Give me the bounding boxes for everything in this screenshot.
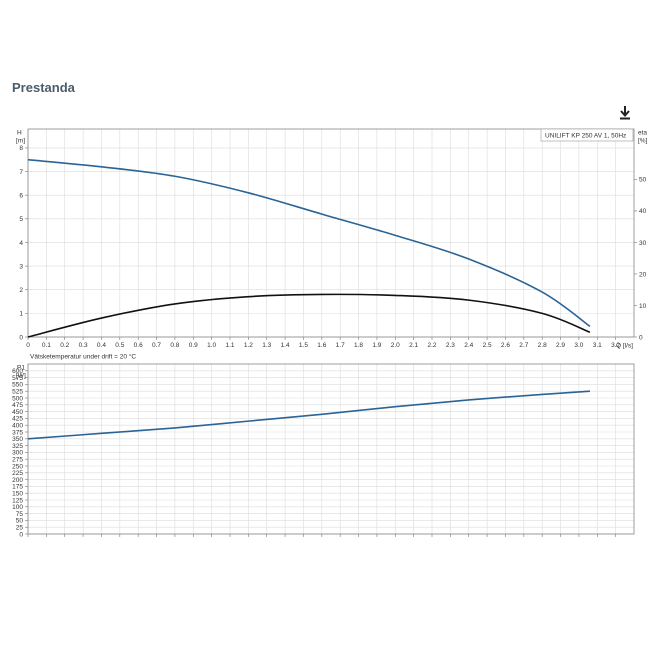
x-tick-label: 2.0: [391, 342, 400, 349]
x-tick-label: 1.5: [299, 342, 308, 349]
power-tick-label: 375: [12, 429, 23, 436]
x-tick-label: 2.9: [556, 342, 565, 349]
y-tick-label: 3: [19, 263, 23, 270]
bottom-chart-axes: 0255075100125150175200225250275300325350…: [12, 363, 635, 538]
x-tick-label: 2.6: [501, 342, 510, 349]
power-tick-label: 150: [12, 491, 23, 498]
x-tick-label: 1.6: [317, 342, 326, 349]
x-tick-label: 1.7: [336, 342, 345, 349]
x-tick-label: 2.7: [519, 342, 528, 349]
power-tick-label: 500: [12, 395, 23, 402]
y-axis-unit: [m]: [16, 138, 25, 145]
power-tick-label: 175: [12, 484, 23, 491]
x-tick-label: 0.7: [152, 342, 161, 349]
power-axis-label: P1: [17, 365, 25, 372]
power-tick-label: 200: [12, 477, 23, 484]
download-button[interactable]: [616, 104, 634, 122]
x-tick-label: 3.1: [593, 342, 602, 349]
top-chart-axes: 0 0.1 0.2 0.3 0.4 0.5 0.6 0.7 0.8 0.9 1.0 1.1 1.2 1.3…: [19, 128, 647, 349]
x-tick-label: 0.9: [189, 342, 198, 349]
y2-tick-label: 0: [639, 334, 643, 341]
legend-label: UNILIFT KP 250 AV 1, 50Hz: [545, 133, 626, 140]
x-tick-label: 0: [26, 342, 30, 349]
power-tick-label: 325: [12, 443, 23, 450]
y2-tick-label: 20: [639, 271, 647, 278]
chart-legend: UNILIFT KP 250 AV 1, 50Hz: [540, 128, 634, 142]
y-tick-label: 4: [19, 240, 23, 247]
x-tick-label: 1.4: [281, 342, 290, 349]
bottom-chart-grid: [27, 364, 634, 535]
x-tick-label: 1.2: [244, 342, 253, 349]
power-axis-unit: [W]: [16, 373, 26, 380]
efficiency-curve: [27, 293, 591, 338]
y2-tick-label: 10: [639, 303, 647, 310]
x-tick-label: 0.4: [97, 342, 106, 349]
x-tick-label: 2.4: [464, 342, 473, 349]
power-tick-label: 425: [12, 416, 23, 423]
x-tick-label: 2.5: [483, 342, 492, 349]
temperature-annotation: Vätsketemperatur under drift = 20 °C: [30, 353, 136, 361]
y-tick-label: 5: [19, 216, 23, 223]
power-tick-label: 400: [12, 423, 23, 430]
x-tick-label: 2.2: [427, 342, 436, 349]
power-tick-label: 100: [12, 504, 23, 511]
x-tick-label: 0.6: [134, 342, 143, 349]
chart-curves: [27, 158, 591, 440]
x-tick-label: 3.0: [574, 342, 583, 349]
x-tick-label: 0.8: [170, 342, 179, 349]
y2-axis-label: eta: [638, 130, 647, 137]
power-tick-label: 575: [12, 375, 23, 382]
x-tick-label: 0.3: [79, 342, 88, 349]
x-tick-label: 1.0: [207, 342, 216, 349]
y-tick-label: 7: [19, 169, 23, 176]
power-tick-label: 600: [12, 368, 23, 375]
power-tick-label: 250: [12, 463, 23, 470]
power-tick-label: 300: [12, 450, 23, 457]
x-tick-label: 2.1: [409, 342, 418, 349]
top-chart-grid: [27, 129, 634, 338]
x-tick-label: 1.3: [262, 342, 271, 349]
power-tick-label: 225: [12, 470, 23, 477]
power-tick-label: 50: [16, 518, 24, 525]
x-tick-label: 2.3: [446, 342, 455, 349]
x-tick-label: 0.5: [115, 342, 124, 349]
power-tick-label: 350: [12, 436, 23, 443]
power-tick-label: 25: [16, 525, 24, 532]
power-tick-label: 125: [12, 497, 23, 504]
y2-tick-label: 40: [639, 208, 647, 215]
x-tick-label: 1.8: [354, 342, 363, 349]
x-tick-label: 3.2: [611, 342, 620, 349]
x-tick-label: 0.2: [60, 342, 69, 349]
top-chart-frame: [27, 128, 635, 338]
section-title: Prestanda: [12, 80, 75, 95]
power-tick-label: 0: [19, 531, 23, 538]
power-tick-label: 450: [12, 409, 23, 416]
x-axis-label: Q [l/s]: [616, 343, 633, 350]
y-tick-label: 2: [19, 287, 23, 294]
y-tick-label: 8: [19, 145, 23, 152]
y-tick-label: 6: [19, 192, 23, 199]
power-tick-label: 75: [16, 511, 24, 518]
bottom-chart-frame: [27, 363, 635, 535]
y-tick-label: 0: [19, 334, 23, 341]
x-tick-label: 1.9: [372, 342, 381, 349]
power-tick-label: 475: [12, 402, 23, 409]
x-tick-label: 2.8: [538, 342, 547, 349]
y-tick-label: 1: [19, 311, 23, 318]
y2-axis-unit: [%]: [638, 138, 648, 145]
y-axis-label: H: [17, 130, 22, 137]
x-tick-label: 0.1: [42, 342, 51, 349]
power-curve: [27, 390, 590, 440]
power-tick-label: 550: [12, 382, 23, 389]
y2-tick-label: 50: [639, 177, 647, 184]
power-tick-label: 275: [12, 457, 23, 464]
legend-box: [540, 128, 634, 142]
y2-tick-label: 30: [639, 240, 647, 247]
x-tick-label: 1.1: [225, 342, 234, 349]
head-curve: [27, 158, 591, 328]
download-icon: [620, 106, 630, 120]
power-tick-label: 525: [12, 389, 23, 396]
